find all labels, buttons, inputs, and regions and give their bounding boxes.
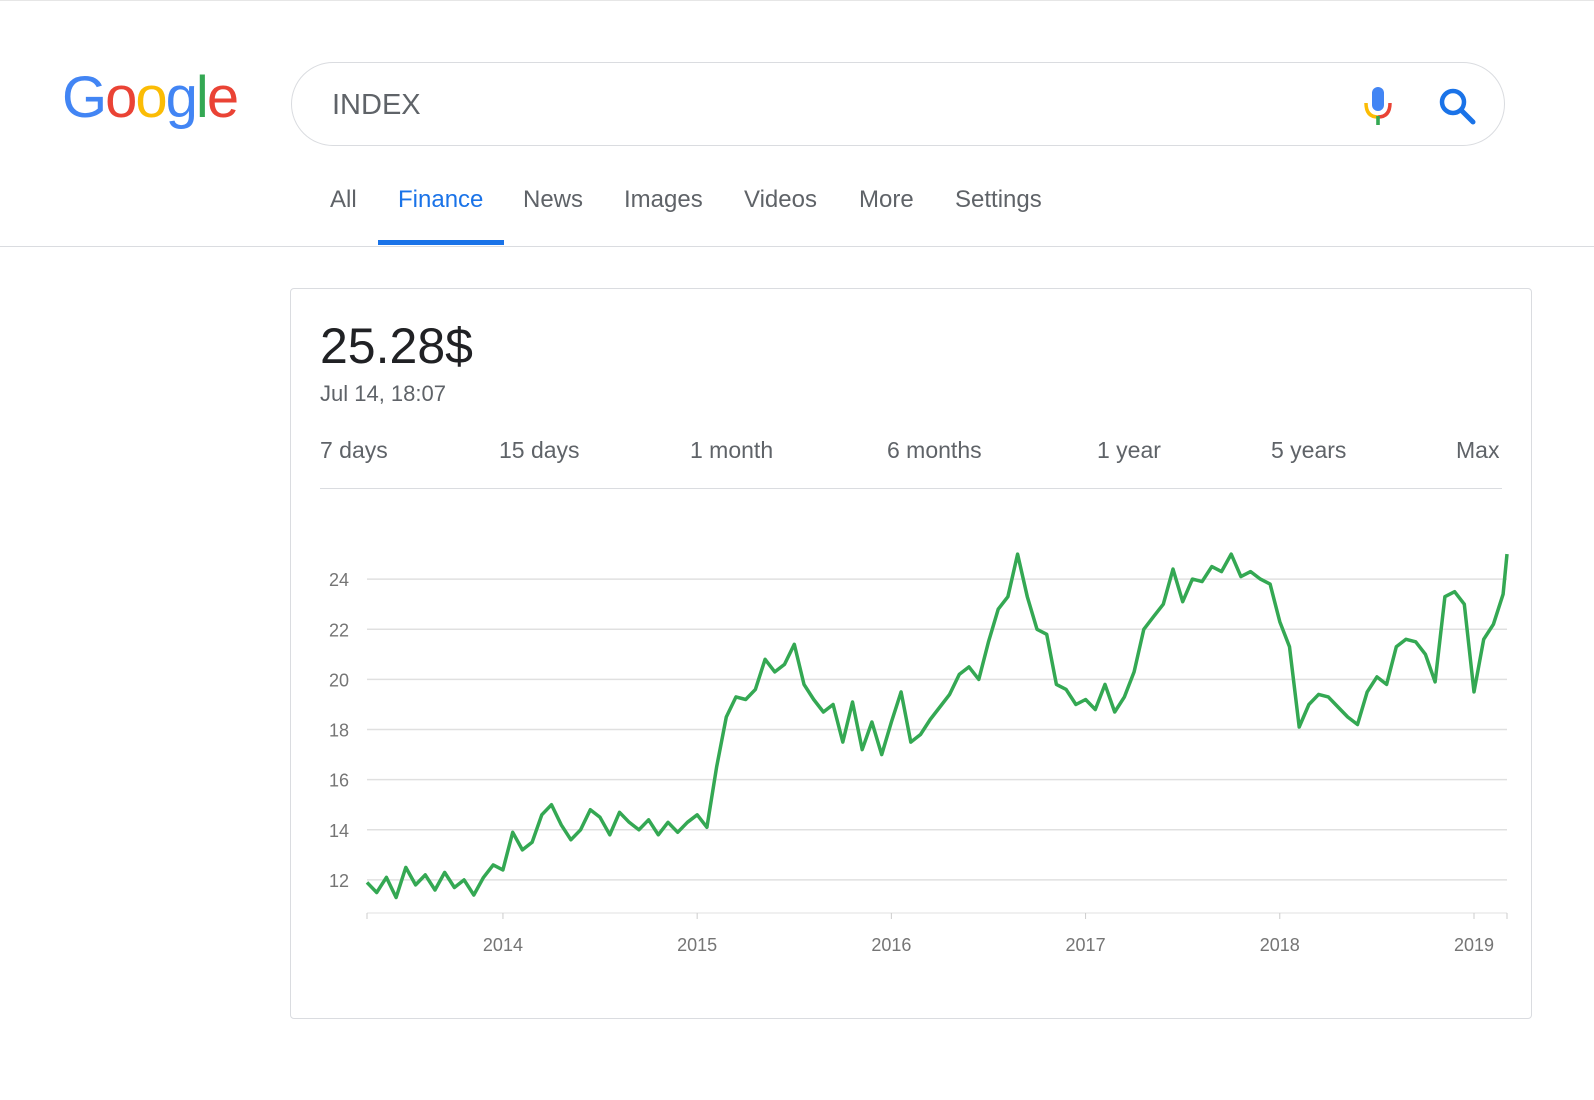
y-tick-label: 18 xyxy=(329,721,349,741)
x-tick-label: 2014 xyxy=(483,935,523,955)
tab-all[interactable]: All xyxy=(330,186,357,213)
tab-finance[interactable]: Finance xyxy=(398,186,484,213)
tab-settings[interactable]: Settings xyxy=(955,186,1042,213)
top-rule xyxy=(0,0,1594,1)
logo-letter: l xyxy=(195,65,209,130)
x-tick-label: 2019 xyxy=(1454,935,1494,955)
stock-price: 25.28$ xyxy=(320,318,473,374)
range-15-days[interactable]: 15 days xyxy=(499,437,580,463)
range-7-days[interactable]: 7 days xyxy=(320,437,388,463)
quote-timestamp: Jul 14, 18:07 xyxy=(320,381,446,406)
y-tick-label: 12 xyxy=(329,871,349,891)
tab-images[interactable]: Images xyxy=(624,186,703,213)
tab-more[interactable]: More xyxy=(859,186,914,213)
x-tick-label: 2017 xyxy=(1066,935,1106,955)
y-tick-label: 24 xyxy=(329,570,349,590)
logo-letter: g xyxy=(165,65,198,130)
price-chart[interactable]: 12 14 16 18 20 22 24 2014 2015 2016 2017 2018 2019 xyxy=(291,289,1531,1018)
google-logo[interactable]: Google xyxy=(62,64,239,131)
logo-letter: o xyxy=(105,65,137,130)
range-6-months[interactable]: 6 months xyxy=(887,437,982,463)
price-line xyxy=(365,552,1509,900)
logo-letter: e xyxy=(206,65,239,130)
x-tick-label: 2016 xyxy=(871,935,911,955)
y-tick-label: 22 xyxy=(329,620,349,640)
y-tick-label: 20 xyxy=(329,670,349,690)
tab-videos[interactable]: Videos xyxy=(744,186,817,213)
range-1-month[interactable]: 1 month xyxy=(690,437,774,463)
x-tick-label: 2015 xyxy=(677,935,717,955)
y-tick-label: 16 xyxy=(329,771,349,791)
header-divider xyxy=(0,246,1594,247)
tab-news[interactable]: News xyxy=(523,186,584,213)
search-input[interactable] xyxy=(332,85,1312,125)
logo-letter: G xyxy=(62,65,107,130)
range-1-year[interactable]: 1 year xyxy=(1097,437,1161,463)
x-tick-label: 2018 xyxy=(1260,935,1300,955)
y-tick-label: 14 xyxy=(329,821,349,841)
mic-icon[interactable] xyxy=(1360,85,1396,127)
active-tab-indicator xyxy=(378,240,504,245)
range-max[interactable]: Max xyxy=(1456,437,1500,463)
range-5-years[interactable]: 5 years xyxy=(1271,437,1347,463)
logo-letter: o xyxy=(135,65,167,130)
finance-card: 25.28$ Jul 14, 18:07 7 days 15 days 1 mo… xyxy=(290,288,1532,1019)
search-box[interactable] xyxy=(291,62,1505,146)
range-divider xyxy=(320,488,1502,489)
search-icon[interactable] xyxy=(1438,87,1478,127)
